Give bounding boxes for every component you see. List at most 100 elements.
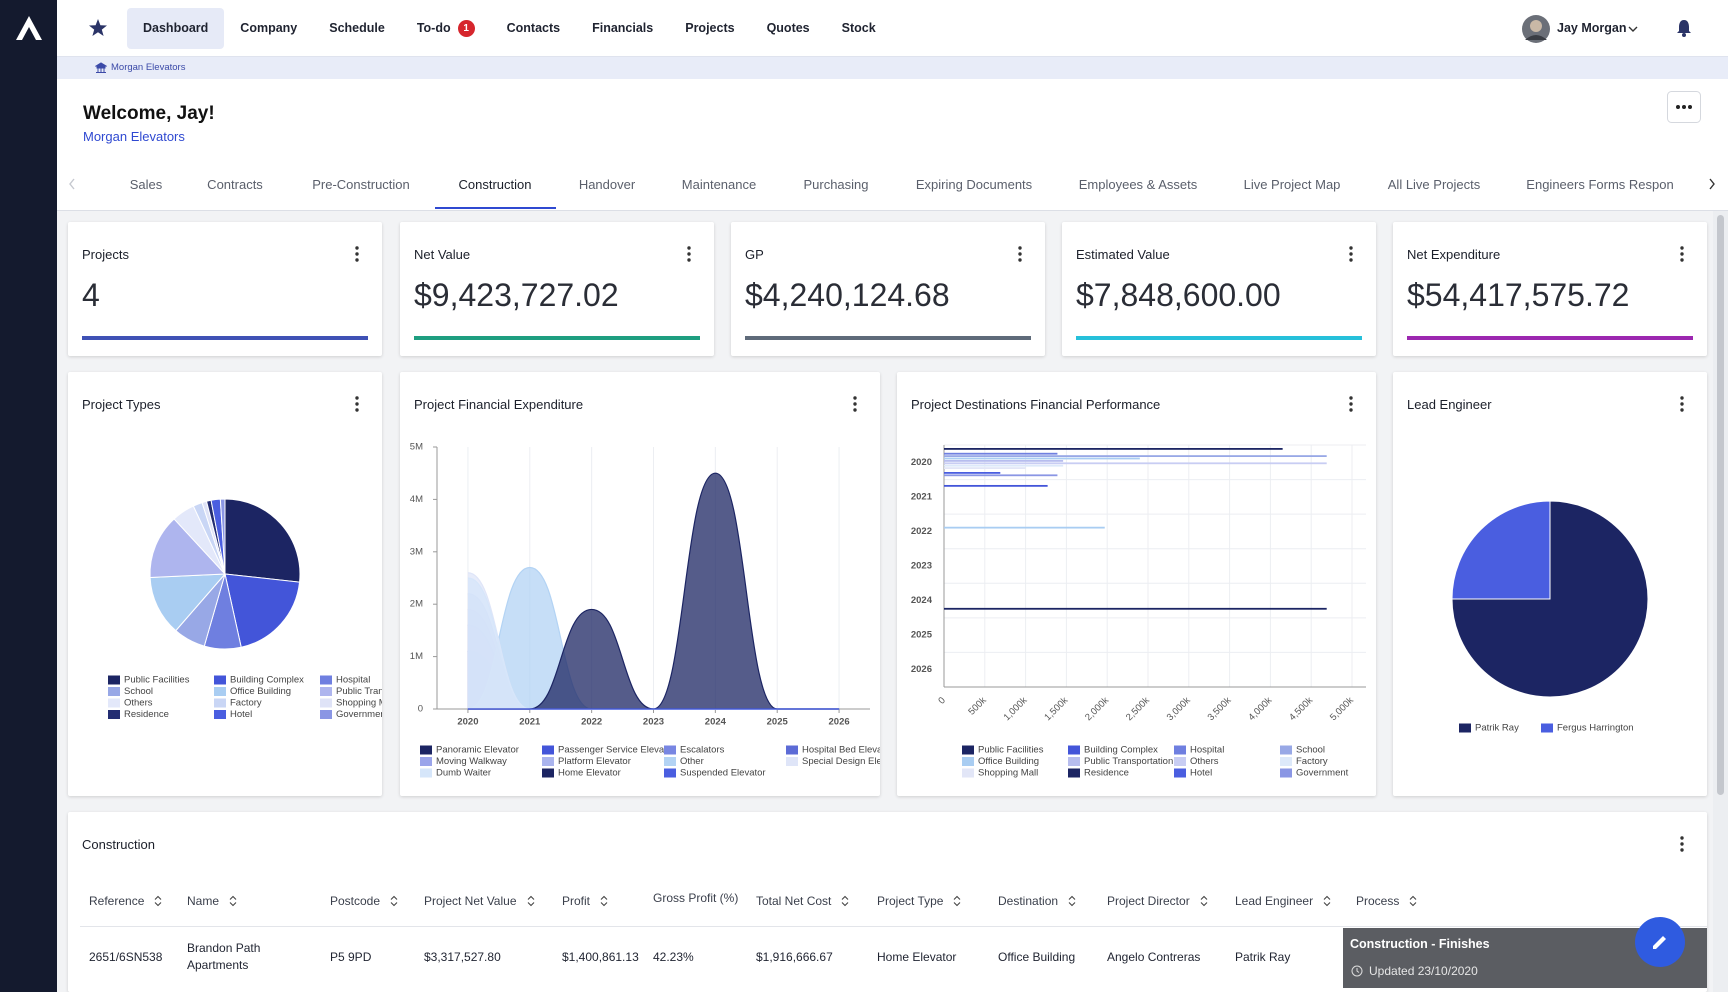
- tab[interactable]: Engineers Forms Respon: [1526, 177, 1673, 192]
- legend-label[interactable]: Patrik Ray: [1475, 723, 1519, 734]
- legend-label[interactable]: Hotel: [1190, 768, 1212, 779]
- legend-label[interactable]: Government: [336, 709, 382, 720]
- tab[interactable]: Expiring Documents: [916, 177, 1032, 192]
- bar[interactable]: [944, 462, 1327, 464]
- column-header[interactable]: Profit: [562, 894, 608, 908]
- pie-slice[interactable]: [225, 499, 300, 582]
- sort-icon[interactable]: [1068, 895, 1076, 907]
- logo[interactable]: [0, 0, 57, 57]
- nav-item[interactable]: Dashboard: [127, 8, 224, 49]
- nav-label[interactable]: Stock: [842, 8, 876, 49]
- sort-icon[interactable]: [1200, 895, 1208, 907]
- nav-label[interactable]: Projects: [685, 8, 734, 49]
- sort-icon[interactable]: [1323, 895, 1331, 907]
- card-menu[interactable]: [1679, 396, 1685, 412]
- legend-label[interactable]: Shopping Mall: [978, 768, 1038, 779]
- nav-label[interactable]: Quotes: [767, 8, 810, 49]
- legend-label[interactable]: Fergus Harrington: [1557, 723, 1634, 734]
- legend-label[interactable]: Building Complex: [1084, 745, 1158, 756]
- tab[interactable]: Construction: [459, 177, 532, 192]
- scrollbar[interactable]: [1713, 211, 1728, 992]
- sort-icon[interactable]: [390, 895, 398, 907]
- card-menu[interactable]: [1017, 246, 1023, 262]
- tab[interactable]: Employees & Assets: [1079, 177, 1198, 192]
- legend-label[interactable]: Others: [124, 698, 153, 709]
- tabs-scroll-right[interactable]: [1707, 177, 1717, 191]
- favourites-star[interactable]: [88, 18, 108, 38]
- legend-label[interactable]: Hospital: [1190, 745, 1224, 756]
- tab[interactable]: Contracts: [207, 177, 263, 192]
- legend-label[interactable]: Shopping Mall: [336, 698, 382, 709]
- sort-icon[interactable]: [841, 895, 849, 907]
- pie-slice[interactable]: [1452, 501, 1550, 599]
- nav-item[interactable]: Quotes: [751, 8, 826, 49]
- legend-label[interactable]: Hospital Bed Elevator: [802, 745, 880, 756]
- user-name[interactable]: Jay Morgan: [1557, 21, 1626, 35]
- company-link[interactable]: Morgan Elevators: [83, 129, 185, 144]
- card-menu[interactable]: [354, 396, 360, 412]
- sort-icon[interactable]: [154, 895, 162, 907]
- legend-label[interactable]: School: [1296, 745, 1325, 756]
- legend-label[interactable]: Office Building: [230, 686, 291, 697]
- nav-item[interactable]: Financials: [576, 8, 669, 49]
- column-header[interactable]: Total Net Cost: [756, 894, 849, 908]
- legend-label[interactable]: Government: [1296, 768, 1349, 779]
- legend-label[interactable]: Factory: [1296, 756, 1328, 767]
- nav-label[interactable]: Dashboard: [143, 8, 208, 49]
- tab[interactable]: Pre-Construction: [312, 177, 410, 192]
- legend-label[interactable]: Residence: [124, 709, 169, 720]
- column-header[interactable]: Lead Engineer: [1235, 894, 1331, 908]
- bar[interactable]: [944, 465, 1063, 467]
- tab[interactable]: Sales: [130, 177, 163, 192]
- sort-icon[interactable]: [953, 895, 961, 907]
- column-header[interactable]: Destination: [998, 894, 1076, 908]
- legend-label[interactable]: Home Elevator: [558, 768, 621, 779]
- nav-label[interactable]: Contacts: [507, 8, 560, 49]
- bar[interactable]: [944, 474, 1057, 476]
- legend-label[interactable]: School: [124, 686, 153, 697]
- sort-icon[interactable]: [527, 895, 535, 907]
- tab[interactable]: Handover: [579, 177, 635, 192]
- bar[interactable]: [944, 467, 1026, 469]
- nav-label[interactable]: To-do: [417, 8, 451, 49]
- column-header[interactable]: Process: [1356, 894, 1417, 908]
- user-menu-caret[interactable]: [1628, 25, 1638, 33]
- card-menu[interactable]: [1348, 396, 1354, 412]
- breadcrumb[interactable]: Morgan Elevators: [111, 62, 185, 73]
- bar[interactable]: [944, 448, 1283, 450]
- tabs-scroll-left[interactable]: [67, 177, 77, 191]
- column-header[interactable]: Reference: [89, 894, 162, 908]
- legend-label[interactable]: Special Design Elevator: [802, 756, 880, 767]
- legend-label[interactable]: Other: [680, 756, 704, 767]
- column-header[interactable]: Name: [187, 894, 237, 908]
- column-header[interactable]: Postcode: [330, 894, 398, 908]
- legend-label[interactable]: Platform Elevator: [558, 756, 631, 767]
- nav-label[interactable]: Company: [240, 8, 297, 49]
- column-header[interactable]: Project Type: [877, 894, 961, 908]
- card-menu[interactable]: [686, 246, 692, 262]
- tab[interactable]: Live Project Map: [1244, 177, 1341, 192]
- bar[interactable]: [944, 460, 1063, 462]
- bar[interactable]: [944, 455, 1327, 457]
- card-menu[interactable]: [1348, 246, 1354, 262]
- nav-item[interactable]: Contacts: [491, 8, 576, 49]
- legend-label[interactable]: Panoramic Elevator: [436, 745, 519, 756]
- legend-label[interactable]: Office Building: [978, 756, 1039, 767]
- legend-label[interactable]: Public Transportation: [336, 686, 382, 697]
- notifications-bell[interactable]: [1675, 18, 1693, 38]
- nav-label[interactable]: Financials: [592, 8, 653, 49]
- legend-label[interactable]: Hotel: [230, 709, 252, 720]
- bar[interactable]: [944, 458, 1140, 460]
- nav-item[interactable]: Schedule: [313, 8, 401, 49]
- edit-fab[interactable]: [1634, 916, 1686, 968]
- legend-label[interactable]: Factory: [230, 698, 262, 709]
- more-button[interactable]: [1667, 91, 1701, 123]
- legend-label[interactable]: Others: [1190, 756, 1219, 767]
- legend-label[interactable]: Public Facilities: [978, 745, 1044, 756]
- bar[interactable]: [944, 485, 1048, 487]
- card-menu[interactable]: [1679, 246, 1685, 262]
- legend-label[interactable]: Public Transportation: [1084, 756, 1173, 767]
- legend-label[interactable]: Moving Walkway: [436, 756, 507, 767]
- sort-icon[interactable]: [600, 895, 608, 907]
- user-avatar[interactable]: [1521, 14, 1551, 44]
